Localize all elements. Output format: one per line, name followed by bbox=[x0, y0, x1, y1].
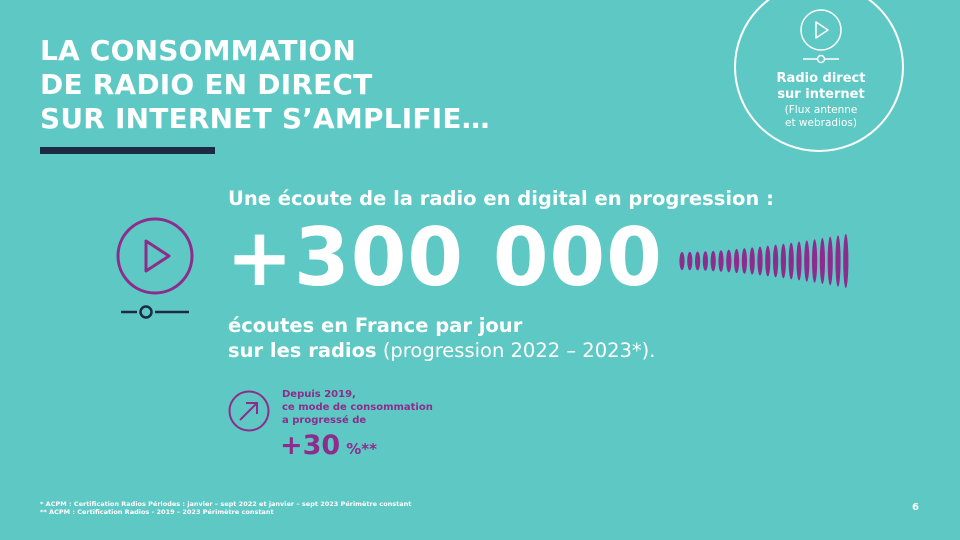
category-badge bbox=[734, 0, 904, 152]
footnote-2: ** ACPM : Certification Radios - 2019 – … bbox=[40, 508, 274, 516]
sound-wave-bar bbox=[835, 235, 841, 287]
sound-wave-bar bbox=[757, 246, 763, 276]
title-line-2: DE RADIO EN DIRECT bbox=[40, 68, 373, 101]
growth-caption-line-1: Depuis 2019, bbox=[282, 389, 356, 400]
growth-value: +30 %** bbox=[280, 430, 377, 461]
subhead: Une écoute de la radio en digital en pro… bbox=[228, 187, 774, 210]
sound-wave-bar bbox=[780, 243, 786, 279]
growth-number: +30 bbox=[280, 430, 341, 461]
sound-wave-bar bbox=[819, 237, 825, 285]
sound-wave-bar bbox=[687, 251, 693, 271]
footnotes: * ACPM : Certification Radios Périodes :… bbox=[40, 500, 411, 516]
sound-wave-bar bbox=[843, 234, 849, 288]
badge-subtitle-line-2: et webradios) bbox=[785, 117, 857, 129]
badge-title-line-2: sur internet bbox=[777, 87, 865, 102]
footnote-1: * ACPM : Certification Radios Périodes :… bbox=[40, 500, 412, 508]
sound-wave-bar bbox=[679, 252, 685, 270]
sound-wave-bar bbox=[726, 249, 732, 273]
description-line-1: écoutes en France par jour bbox=[228, 313, 655, 338]
radio-play-icon bbox=[116, 217, 194, 319]
title-line-1: LA CONSOMMATION bbox=[40, 34, 356, 67]
description: écoutes en France par jour sur les radio… bbox=[228, 313, 655, 363]
sound-wave-bar bbox=[695, 251, 701, 271]
page-number: 6 bbox=[912, 502, 919, 513]
sound-wave-bar bbox=[812, 239, 818, 283]
sound-wave-bar bbox=[804, 240, 810, 282]
sound-wave-bar bbox=[796, 241, 802, 281]
growth-caption-line-2: ce mode de consommation bbox=[282, 402, 433, 413]
sound-wave-bar bbox=[827, 236, 833, 286]
badge-play-icon bbox=[800, 9, 842, 64]
sound-wave-bar bbox=[702, 251, 708, 271]
badge-subtitle-line-1: (Flux antenne bbox=[784, 104, 858, 116]
sound-wave-bar bbox=[718, 250, 724, 272]
description-line-1-text: écoutes en France par jour bbox=[228, 314, 523, 337]
sound-wave-bar bbox=[749, 247, 755, 275]
sound-wave-bar bbox=[773, 244, 779, 278]
badge-subtitle: (Flux antenne et webradios) bbox=[750, 104, 892, 130]
arrow-up-right-icon bbox=[228, 390, 270, 432]
sound-wave-bar bbox=[741, 248, 747, 274]
badge-title-line-1: Radio direct bbox=[776, 71, 866, 86]
slide-title: LA CONSOMMATION DE RADIO EN DIRECT SUR I… bbox=[40, 34, 490, 136]
sound-wave-icon bbox=[679, 234, 849, 288]
title-underline bbox=[40, 147, 215, 154]
sound-wave-bar bbox=[734, 248, 740, 274]
description-line-2: sur les radios (progression 2022 – 2023*… bbox=[228, 338, 655, 363]
sound-wave-bar bbox=[788, 242, 794, 280]
big-number: +300 000 bbox=[226, 211, 663, 304]
description-line-2-rest: (progression 2022 – 2023*). bbox=[376, 339, 656, 362]
sound-wave-bar bbox=[710, 250, 716, 272]
sound-wave-bar bbox=[765, 245, 771, 277]
growth-unit: %** bbox=[346, 440, 377, 458]
growth-caption-line-3: a progressé de bbox=[282, 415, 367, 426]
growth-caption: Depuis 2019, ce mode de consommation a p… bbox=[282, 388, 433, 427]
badge-title: Radio direct sur internet bbox=[750, 71, 892, 103]
title-line-3: SUR INTERNET S’AMPLIFIE… bbox=[40, 102, 490, 135]
description-line-2-bold: sur les radios bbox=[228, 339, 377, 362]
